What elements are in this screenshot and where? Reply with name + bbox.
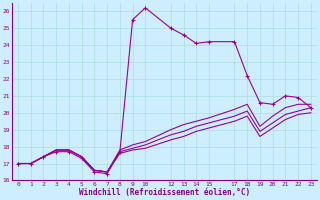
- X-axis label: Windchill (Refroidissement éolien,°C): Windchill (Refroidissement éolien,°C): [79, 188, 250, 197]
